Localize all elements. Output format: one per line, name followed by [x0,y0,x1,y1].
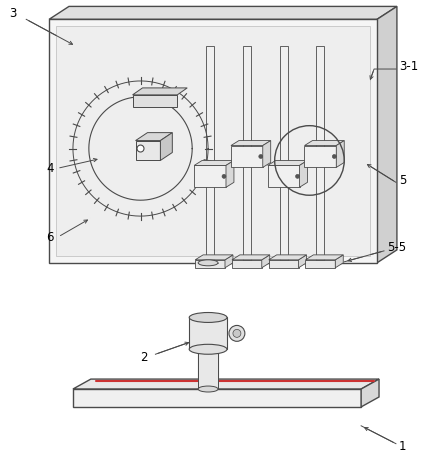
Polygon shape [195,255,233,260]
Polygon shape [194,165,226,187]
Polygon shape [135,141,160,160]
Ellipse shape [198,260,218,266]
Polygon shape [135,133,173,141]
Polygon shape [56,26,370,256]
Polygon shape [73,379,379,389]
Polygon shape [133,95,177,107]
Text: 3: 3 [9,7,17,20]
Polygon shape [189,317,227,350]
Polygon shape [305,260,335,268]
Polygon shape [49,7,397,19]
Polygon shape [262,255,270,268]
Polygon shape [231,145,263,167]
Polygon shape [304,145,336,167]
Polygon shape [225,255,233,268]
Circle shape [222,174,226,178]
Text: 3-1: 3-1 [399,60,418,73]
Text: 6: 6 [46,232,54,245]
Polygon shape [232,255,270,260]
Polygon shape [243,46,251,260]
Text: 2: 2 [140,351,148,364]
Ellipse shape [189,313,227,322]
Circle shape [295,174,299,178]
Polygon shape [73,389,361,407]
Polygon shape [195,260,225,268]
Polygon shape [299,255,307,268]
Polygon shape [336,141,344,167]
Text: 1: 1 [399,440,406,453]
Polygon shape [263,141,271,167]
Polygon shape [269,255,307,260]
Polygon shape [231,141,271,145]
Circle shape [332,155,336,158]
Polygon shape [133,88,187,95]
Polygon shape [335,255,343,268]
Polygon shape [268,160,308,165]
Polygon shape [305,255,343,260]
Polygon shape [299,160,308,187]
Polygon shape [194,160,234,165]
Polygon shape [316,46,325,260]
Ellipse shape [189,344,227,354]
Circle shape [229,325,245,341]
Polygon shape [280,46,287,260]
Polygon shape [377,7,397,263]
Text: 5-5: 5-5 [387,241,406,254]
Circle shape [137,145,144,152]
Polygon shape [160,133,173,160]
Polygon shape [49,19,377,263]
Polygon shape [226,160,234,187]
Circle shape [233,329,241,337]
Polygon shape [361,379,379,407]
Polygon shape [198,350,218,389]
Polygon shape [206,46,214,260]
Polygon shape [304,141,344,145]
Ellipse shape [198,386,218,392]
Circle shape [259,155,263,158]
Text: 4: 4 [46,162,54,175]
Polygon shape [268,165,299,187]
Polygon shape [232,260,262,268]
Polygon shape [269,260,299,268]
Text: 5: 5 [399,174,406,187]
